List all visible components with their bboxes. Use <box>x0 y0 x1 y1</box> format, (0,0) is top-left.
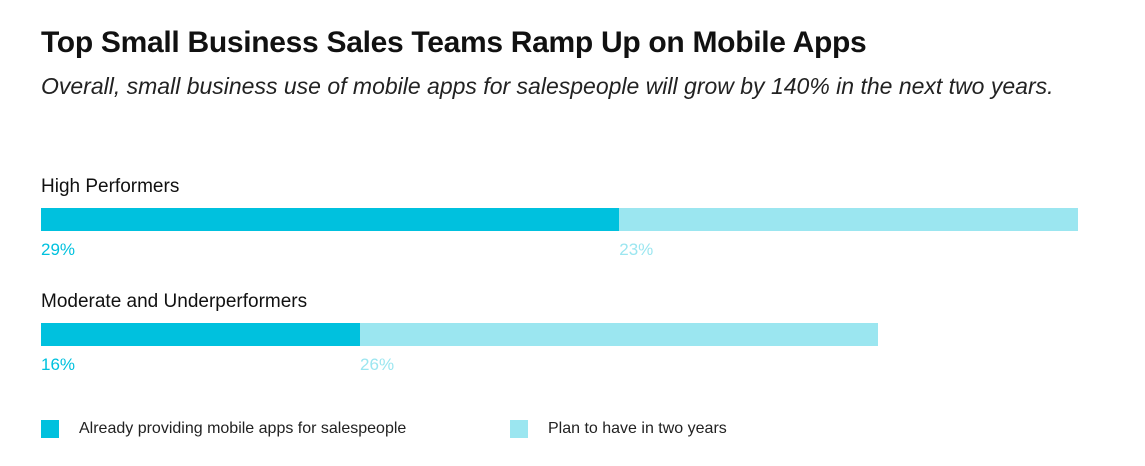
chart-subtitle: Overall, small business use of mobile ap… <box>41 73 1054 99</box>
category-label: Moderate and Underperformers <box>41 291 308 312</box>
data-label: 23% <box>619 240 654 259</box>
bar-segment <box>41 323 361 346</box>
legend-swatch <box>41 420 59 438</box>
legend-label: Plan to have in two years <box>548 420 727 437</box>
bar-segment <box>360 323 879 346</box>
data-label: 16% <box>41 355 76 374</box>
bar-segment <box>41 208 620 231</box>
category-label: High Performers <box>41 176 180 197</box>
bar-segment <box>619 208 1078 231</box>
data-label: 29% <box>41 240 76 259</box>
legend-label: Already providing mobile apps for salesp… <box>79 420 407 437</box>
data-label: 26% <box>360 355 395 374</box>
chart-title: Top Small Business Sales Teams Ramp Up o… <box>41 26 867 59</box>
legend-swatch <box>510 420 528 438</box>
